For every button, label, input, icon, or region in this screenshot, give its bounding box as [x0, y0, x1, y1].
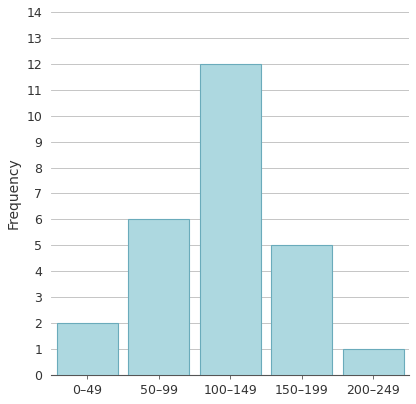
- Bar: [128, 219, 189, 375]
- Bar: [57, 323, 118, 375]
- Bar: [200, 64, 261, 375]
- Y-axis label: Frequency: Frequency: [7, 158, 21, 229]
- Bar: [271, 245, 332, 375]
- Bar: [343, 349, 404, 375]
